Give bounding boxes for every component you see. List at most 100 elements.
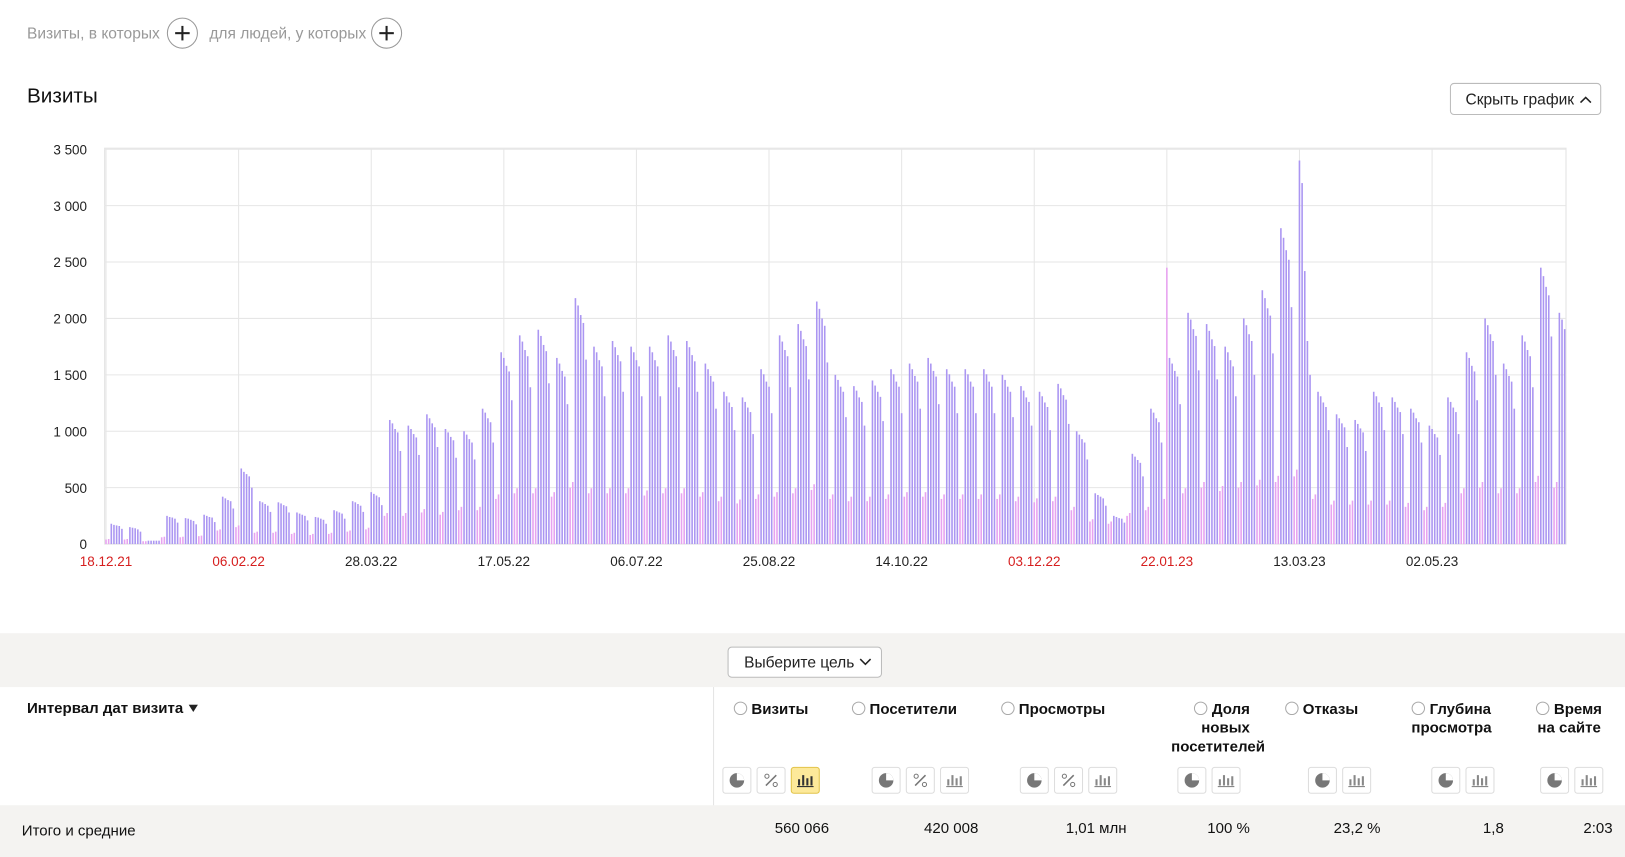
sort-arrow[interactable]: [188, 704, 199, 713]
bar: [595, 352, 598, 545]
bar: [720, 496, 723, 545]
view-toggle[interactable]: [1574, 766, 1604, 794]
bar: [961, 494, 964, 545]
bar: [627, 488, 630, 545]
bar: [1349, 504, 1351, 545]
bar: [667, 335, 670, 545]
bar: [1285, 250, 1287, 545]
bar: [1028, 401, 1030, 545]
x-tick-label: 17.05.22: [478, 554, 530, 569]
column-name: Глубина просмотра: [1411, 701, 1492, 737]
bar: [1322, 402, 1325, 545]
view-toggle[interactable]: [1540, 766, 1570, 794]
view-toggle[interactable]: [790, 766, 820, 794]
bar: [1277, 475, 1280, 545]
bar: [847, 501, 850, 545]
bar: [638, 366, 640, 545]
chart: 0 500 1 000 1 500 2 000 2 500 3 000 3 500 18.12.…: [53, 142, 1567, 569]
bar: [1439, 454, 1441, 545]
bar: [110, 523, 113, 545]
bar: [579, 315, 582, 545]
bar: [590, 488, 593, 545]
bar: [232, 508, 235, 545]
bar: [123, 539, 126, 545]
bar: [290, 533, 293, 545]
chevron-up: [1579, 96, 1592, 104]
bar: [388, 419, 391, 545]
bar: [603, 396, 606, 545]
bar: [386, 513, 388, 545]
bar: [495, 498, 497, 545]
view-toggle[interactable]: [1211, 766, 1241, 794]
view-toggle[interactable]: [871, 766, 901, 794]
bar: [391, 423, 394, 545]
bar: [1256, 485, 1258, 545]
bar: [1216, 379, 1219, 545]
bar: [192, 520, 195, 545]
view-toggle[interactable]: [1431, 766, 1461, 794]
bar: [306, 520, 309, 545]
view-toggle[interactable]: [1342, 766, 1372, 794]
y-tick-label: 2 000: [53, 312, 87, 327]
bar: [365, 529, 367, 545]
bar: [1160, 442, 1163, 545]
bar: [139, 531, 142, 545]
total-value: 23,2 %: [1333, 820, 1381, 838]
bar: [922, 496, 924, 545]
bar: [1166, 267, 1168, 545]
bar: [834, 374, 837, 545]
bar: [213, 522, 216, 545]
bar: [871, 380, 874, 545]
bar: [431, 423, 434, 545]
view-toggle[interactable]: [1177, 766, 1207, 794]
bar: [383, 515, 386, 545]
bar: [1354, 419, 1356, 545]
bar: [659, 396, 662, 545]
dimension-header[interactable]: Интервал дат визита: [26, 700, 184, 718]
bar: [940, 498, 943, 545]
view-toggle[interactable]: [905, 766, 935, 794]
bar: [447, 432, 449, 545]
bar: [1492, 341, 1494, 545]
bar: [815, 301, 818, 545]
view-toggle[interactable]: [1307, 766, 1337, 794]
bar: [1463, 488, 1465, 545]
bar: [686, 341, 688, 545]
column-header: Время на сайте: [1526, 701, 1613, 738]
total-value: 1,8: [1482, 820, 1504, 838]
bar: [373, 493, 375, 545]
view-toggle[interactable]: [1019, 766, 1049, 794]
bar: [707, 369, 709, 545]
view-toggle[interactable]: [1088, 766, 1118, 794]
bar: [829, 498, 831, 545]
bar: [423, 509, 426, 545]
view-toggle[interactable]: [1465, 766, 1495, 794]
view-toggle[interactable]: [756, 766, 786, 794]
bar: [1221, 485, 1224, 545]
bar: [1219, 491, 1221, 545]
total-value: 420 008: [924, 820, 979, 838]
view-toggle[interactable]: [1054, 766, 1084, 794]
bar: [1327, 430, 1330, 545]
bar: [574, 298, 577, 545]
bar: [1200, 487, 1203, 545]
bar: [282, 505, 285, 545]
add-filter-button[interactable]: [166, 17, 198, 49]
goal-select[interactable]: Выберите цель: [727, 646, 882, 678]
bar: [709, 375, 712, 545]
bar: [277, 502, 280, 545]
bar: [728, 402, 731, 545]
bar: [680, 493, 683, 545]
bar: [773, 496, 776, 545]
bar: [327, 533, 330, 545]
bar: [171, 517, 174, 545]
hide-chart-button[interactable]: Скрыть график: [1449, 82, 1602, 116]
view-toggle[interactable]: [940, 766, 970, 794]
bar: [975, 413, 977, 545]
bar: [985, 374, 988, 545]
bar: [115, 525, 118, 545]
view-toggle[interactable]: [722, 766, 752, 794]
bar: [731, 406, 733, 545]
bar: [394, 428, 396, 545]
add-filter-button[interactable]: [371, 17, 403, 49]
